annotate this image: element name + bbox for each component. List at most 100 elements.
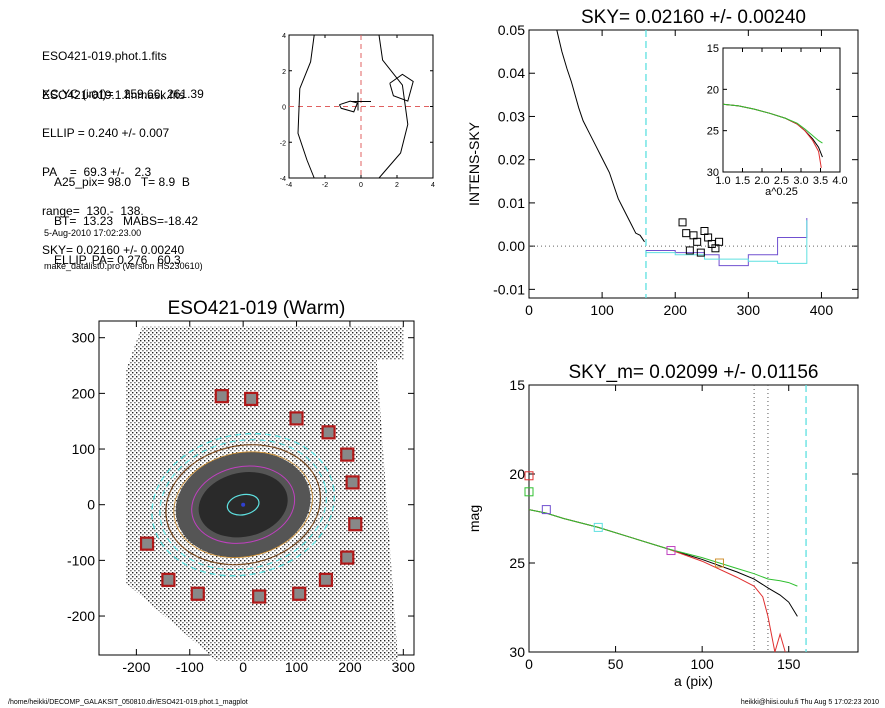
- sky-ytick-label: -0.01: [493, 281, 525, 297]
- sky-frame: [528, 29, 859, 299]
- footer-path: /home/heikki/DECOMP_GALAKSIT_050810.dir/…: [8, 699, 248, 706]
- contour-core: [338, 100, 359, 113]
- mask-filename: ESO421-019.1.finmask.fits: [42, 88, 185, 102]
- contour-xtick-label: 2: [395, 182, 399, 189]
- mag-marker: [593, 522, 603, 532]
- contour-ytick-label: -2: [280, 140, 286, 147]
- mag-series-red: [528, 509, 786, 653]
- sky-ytick-label: 0.01: [498, 195, 525, 211]
- image-xtick-label: 200: [338, 659, 362, 675]
- sky-scatter-point: [693, 237, 702, 246]
- inset-frame: [722, 47, 841, 173]
- info-block-c: A25_pix= 98.0 T= 8.9 B BT= 13.23 MABS=-1…: [54, 150, 198, 280]
- galaxy-isophote-ellipse: [159, 439, 327, 571]
- sky-ytick-label: 0.03: [498, 108, 525, 124]
- sky-step-series: [645, 220, 808, 264]
- sky-profile-series: [556, 29, 645, 243]
- mag-ytick-label: 25: [509, 555, 525, 571]
- mag-series-black: [528, 509, 798, 617]
- sky-sample-box: [190, 586, 205, 601]
- contour-ytick-label: 2: [282, 69, 286, 76]
- timestamp: 5-Aug-2010 17:02:23.00: [44, 228, 142, 238]
- inset-ytick-label: 30: [707, 167, 719, 179]
- sky-sample-box: [161, 572, 176, 587]
- sky-ytick-label: 0.02: [498, 152, 525, 168]
- inset-xtick-label: 4.0: [832, 175, 847, 187]
- mag-ytick-label: 20: [509, 466, 525, 482]
- sky-sample-box: [321, 425, 336, 440]
- sky-xtick-label: 400: [810, 302, 834, 318]
- sky-title: SKY= 0.02160 +/- 0.00240: [581, 7, 806, 28]
- sky-xtick-label: 300: [737, 302, 761, 318]
- mag-frame: [528, 384, 859, 653]
- sky-sample-box: [340, 447, 355, 462]
- mag-xtick-label: 50: [608, 656, 624, 672]
- image-ytick-label: -200: [67, 608, 95, 624]
- contour-line-right: [378, 34, 409, 179]
- a25-type: A25_pix= 98.0 T= 8.9 B: [54, 175, 190, 189]
- contour-ytick-label: 4: [282, 33, 286, 40]
- center-coords: XC,YC (iraf)= 259.66, 261.39: [42, 87, 204, 101]
- mag-marker: [666, 546, 676, 556]
- galaxy-center-mark: [241, 502, 246, 507]
- mag-marker: [524, 471, 534, 481]
- ellip-pa: ELLIP, PA= 0.276 60.3: [54, 253, 181, 267]
- image-ytick-label: -100: [67, 552, 95, 568]
- mag-ytick-label: 15: [509, 377, 525, 393]
- inset-xtick-label: 3.5: [813, 175, 828, 187]
- fits-filename: ESO421-019.phot.1.fits: [42, 49, 167, 63]
- program-version: make_datalist0.pro (version HS230610): [44, 261, 203, 271]
- info-block-a: ESO421-019.phot.1.fits ESO421-019.1.finm…: [42, 24, 185, 115]
- sky-ytick-label: 0.04: [498, 65, 525, 81]
- galaxy-isophote-ellipse: [151, 432, 336, 577]
- footer-user: heikki@hiisi.oulu.fi Thu Aug 5 17:02:23 …: [740, 699, 879, 706]
- sky-scatter-point: [715, 237, 724, 246]
- inset-xtick-label: 1.0: [715, 175, 730, 187]
- sky-scatter-point: [700, 227, 709, 235]
- sky-scatter-point: [678, 218, 687, 227]
- mag-marker: [524, 487, 534, 497]
- mag-series-green: [528, 509, 798, 587]
- sky-scatter-point: [704, 233, 713, 242]
- info-block-d: 5-Aug-2010 17:02:23.00 make_datalist0.pr…: [44, 206, 203, 283]
- sky-sample-box: [348, 517, 363, 532]
- mag-xtick-label: 0: [525, 656, 533, 672]
- image-ytick-label: 0: [87, 497, 95, 513]
- ellipticity: ELLIP = 0.240 +/- 0.007: [42, 126, 170, 140]
- contour-loop: [389, 73, 414, 102]
- inset-ytick-label: 20: [707, 84, 719, 96]
- galaxy-isophote-ellipse: [226, 493, 260, 516]
- inset-xtick-label: 2.5: [774, 175, 789, 187]
- contour-xtick-label: -2: [322, 182, 328, 189]
- sky-scatter-point: [689, 231, 698, 240]
- sky-ytick-label: 0.05: [498, 22, 525, 38]
- sky-sample-box: [345, 475, 360, 490]
- fit-range: range= 130.- 138.: [42, 204, 144, 218]
- sky-sample-box: [244, 391, 259, 407]
- contour-xtick-label: -4: [286, 182, 292, 189]
- mag-marker: [714, 558, 724, 568]
- mag-xtick-label: 150: [777, 656, 801, 672]
- inset-xlabel: a^0.25: [765, 186, 798, 198]
- sky-xtick-label: 100: [590, 302, 614, 318]
- inset-series-green: [722, 103, 823, 144]
- image-xtick-label: 0: [239, 659, 247, 675]
- contour-ytick-label: -4: [280, 176, 286, 183]
- contour-line-left: [297, 34, 315, 179]
- mag-ylabel: mag: [466, 505, 482, 532]
- inset-xtick-label: 2.0: [754, 175, 769, 187]
- sky-scatter-point: [696, 248, 705, 257]
- sky-sample-box: [214, 389, 229, 404]
- galaxy-isophote-ellipse: [173, 451, 313, 559]
- info-block-b: XC,YC (iraf)= 259.66, 261.39 ELLIP = 0.2…: [42, 62, 204, 270]
- image-ytick-label: 100: [72, 441, 96, 457]
- mag-marker: [541, 505, 551, 515]
- mag-title: SKY_m= 0.02099 +/- 0.01156: [569, 362, 819, 383]
- image-ytick-label: 300: [72, 330, 96, 346]
- sky-sample-box: [340, 550, 355, 565]
- image-xtick-label: 100: [285, 659, 309, 675]
- sky-sample-box: [292, 586, 307, 601]
- contour-xtick-label: 0: [359, 182, 363, 189]
- position-angle: PA = 69.3 +/- 2.3: [42, 165, 152, 179]
- contour-xtick-label: 4: [431, 182, 435, 189]
